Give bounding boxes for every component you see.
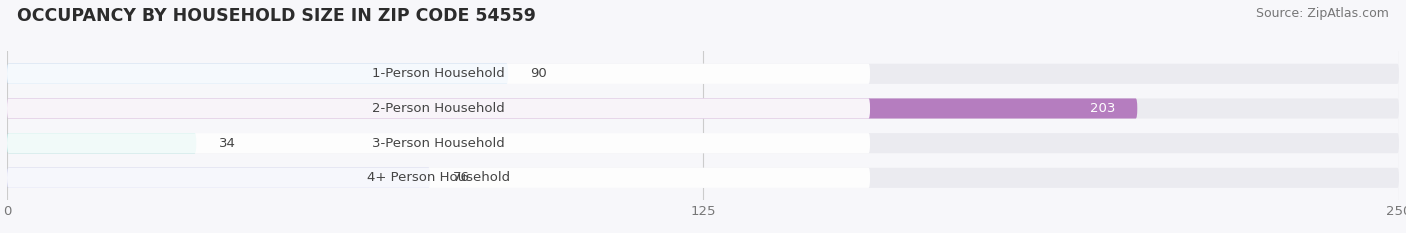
FancyBboxPatch shape	[7, 168, 870, 188]
Text: Source: ZipAtlas.com: Source: ZipAtlas.com	[1256, 7, 1389, 20]
Text: 34: 34	[218, 137, 235, 150]
FancyBboxPatch shape	[7, 64, 508, 84]
Text: 1-Person Household: 1-Person Household	[373, 67, 505, 80]
Text: 2-Person Household: 2-Person Household	[373, 102, 505, 115]
FancyBboxPatch shape	[7, 64, 1399, 84]
FancyBboxPatch shape	[7, 98, 1399, 119]
FancyBboxPatch shape	[7, 64, 870, 84]
Text: 90: 90	[530, 67, 547, 80]
Text: 76: 76	[453, 171, 470, 184]
FancyBboxPatch shape	[7, 133, 197, 153]
Text: 4+ Person Household: 4+ Person Household	[367, 171, 510, 184]
Text: 3-Person Household: 3-Person Household	[373, 137, 505, 150]
FancyBboxPatch shape	[7, 98, 870, 119]
Text: OCCUPANCY BY HOUSEHOLD SIZE IN ZIP CODE 54559: OCCUPANCY BY HOUSEHOLD SIZE IN ZIP CODE …	[17, 7, 536, 25]
FancyBboxPatch shape	[7, 133, 870, 153]
FancyBboxPatch shape	[7, 98, 1137, 119]
FancyBboxPatch shape	[7, 168, 430, 188]
Text: 203: 203	[1090, 102, 1115, 115]
FancyBboxPatch shape	[7, 168, 1399, 188]
FancyBboxPatch shape	[7, 133, 1399, 153]
